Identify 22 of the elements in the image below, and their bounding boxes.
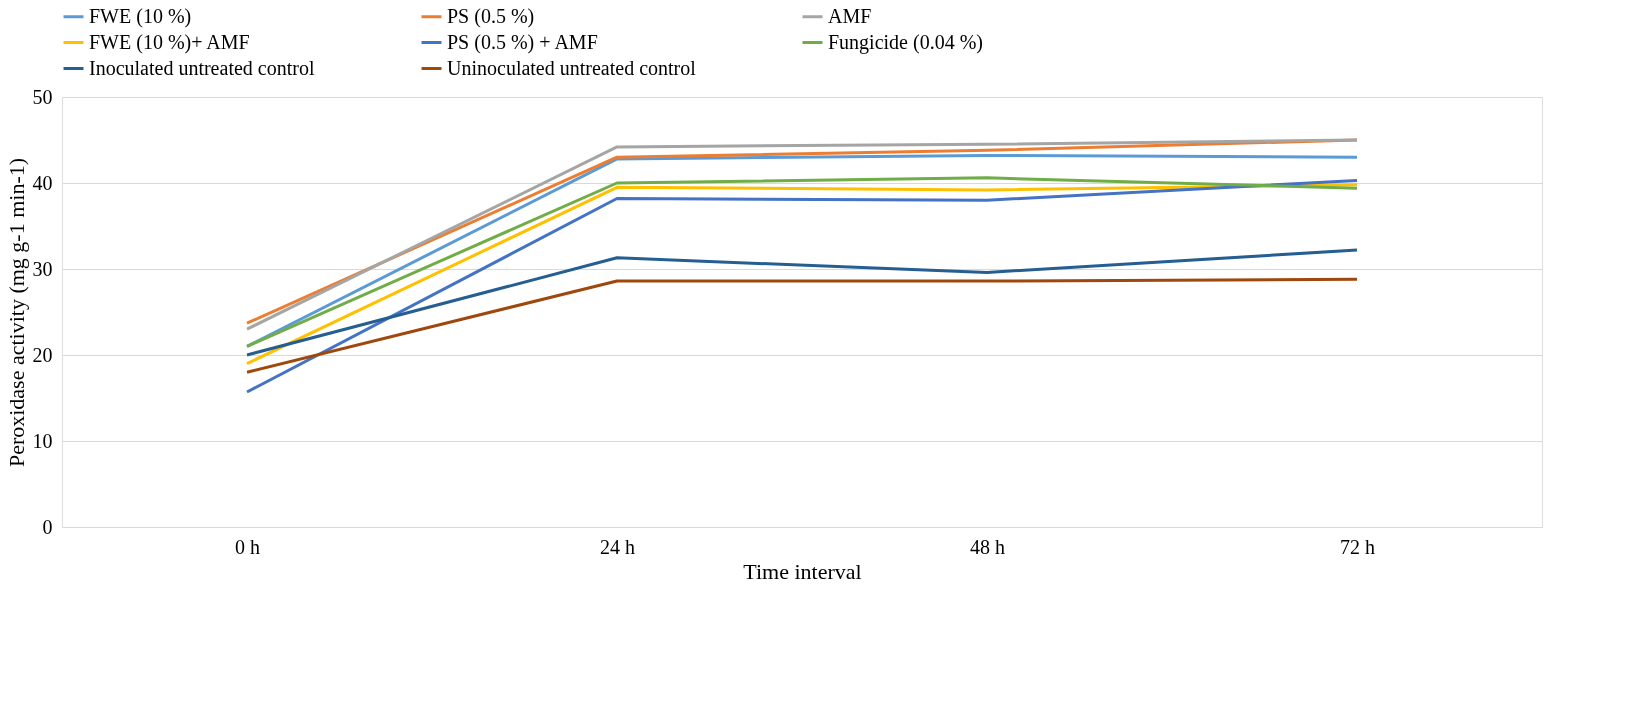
y-tick-label: 0 [42, 515, 53, 538]
legend-label: Inoculated untreated control [89, 56, 315, 79]
x-tick-label: 24 h [600, 535, 635, 558]
y-tick-label: 50 [32, 85, 53, 108]
x-axis-title: Time interval [743, 558, 862, 584]
y-tick-label: 10 [32, 429, 53, 452]
line-series [245, 178, 1359, 394]
y-tick-label: 20 [32, 343, 53, 366]
x-tick-label: 0 h [235, 535, 260, 558]
x-tick-label: 72 h [1340, 535, 1375, 558]
legend-label: FWE (10 %)+ AMF [89, 30, 250, 54]
legend-label: Fungicide (0.04 %) [828, 30, 983, 54]
y-tick-label: 30 [32, 257, 53, 280]
y-tick-label: 40 [32, 171, 53, 194]
legend-label: PS (0.5 %) + AMF [447, 30, 598, 54]
line-series [245, 248, 1359, 357]
y-axis-title: Peroxidase activity (mg g-1 min-1) [3, 157, 29, 468]
legend-label: FWE (10 %) [89, 4, 192, 28]
legend-label: Uninoculated untreated control [447, 56, 697, 79]
x-tick-label: 48 h [970, 535, 1005, 558]
legend-label: PS (0.5 %) [447, 4, 535, 28]
legend-label: AMF [828, 4, 872, 27]
